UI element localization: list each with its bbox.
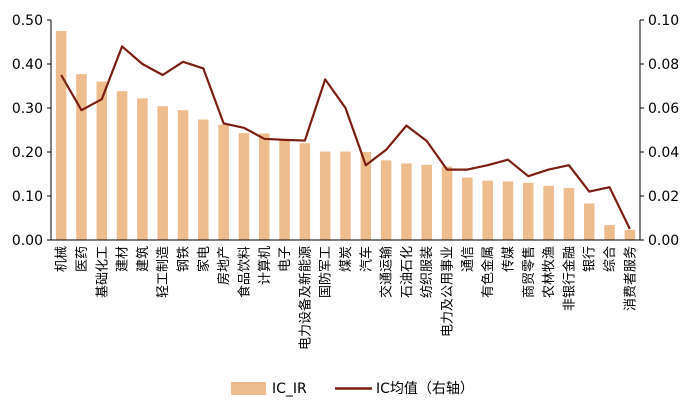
left-tick-label: 0.50 [12,13,43,29]
bar-series-ic-ir [55,31,636,241]
bar-煤炭 [340,151,351,240]
category-label: 医药 [75,246,90,272]
left-tick-label: 0.40 [12,57,43,73]
left-tick-label: 0.30 [12,101,43,117]
bar-机械 [55,31,67,240]
right-axis-ticks: 0.00 0.02 0.04 0.06 0.08 0.10 [640,13,679,249]
category-label: 轻工制造 [156,246,171,298]
bar-轻工制造 [157,106,168,241]
category-label: 计算机 [258,246,273,285]
category-label: 基础化工 [95,246,110,298]
right-tick-label: 0.08 [648,57,679,73]
bar-家电 [198,119,209,240]
category-label: 房地产 [216,246,232,285]
bar-房地产 [218,124,229,240]
legend: IC_IR IC均值（右轴） [231,381,474,397]
bar-建筑 [137,98,148,240]
bar-交通运输 [380,160,392,240]
category-label: 综合 [603,246,618,272]
bar-汽车 [360,152,372,240]
bar-商贸零售 [523,182,534,240]
legend-bar-swatch [231,382,266,395]
bar-钢铁 [177,110,189,240]
bar-电力设备及新能源 [299,143,311,240]
bar-纺织服装 [421,164,432,240]
category-label: 银行 [583,246,598,272]
bar-国防军工 [319,151,331,240]
right-tick-label: 0.04 [648,145,679,161]
category-label: 商贸零售 [521,246,537,298]
category-label: 消费者服务 [622,246,638,311]
bar-银行 [583,203,595,240]
bar-石油石化 [401,163,412,240]
right-tick-label: 0.06 [648,101,679,117]
legend-bar-label: IC_IR [272,381,307,397]
category-label: 有色金属 [480,246,496,298]
category-label: 煤炭 [339,246,354,272]
category-label: 建筑 [135,246,151,272]
bar-医药 [76,74,87,241]
bar-电力及公用事业 [441,166,453,240]
category-label: 机械 [55,246,70,272]
bar-食品饮料 [238,133,250,240]
category-label: 纺织服装 [420,246,435,298]
category-label: 钢铁 [177,246,192,272]
bar-电子 [279,139,290,240]
category-label: 传媒 [501,246,516,272]
right-tick-label: 0.02 [648,189,679,205]
bar-基础化工 [96,81,108,240]
category-label: 通信 [461,246,476,272]
category-label: 汽车 [358,246,374,272]
left-tick-label: 0.20 [12,145,43,161]
category-labels: 机械 医药 基础化工 建材 建筑 轻工制造 钢铁 家电 房地产 食品饮料 计算机 电子 电力设备及新能源… [55,246,639,350]
bar-消费者服务 [624,229,636,240]
bar-传媒 [502,181,514,240]
category-label: 食品饮料 [236,246,252,298]
legend-line-label: IC均值（右轴） [376,381,474,397]
right-tick-label: 0.00 [648,233,679,249]
category-label: 农林牧渔 [542,246,557,298]
bar-综合 [604,225,615,240]
category-label: 电力及公用事业 [441,246,456,337]
axes [50,20,641,241]
bar-农林牧渔 [543,185,554,240]
bar-计算机 [259,133,270,240]
category-label: 电力设备及新能源 [297,246,313,350]
category-label: 石油石化 [400,246,415,298]
line-series-ic-mean [60,45,631,230]
category-label: 电子 [278,246,293,272]
left-tick-label: 0.10 [12,189,43,205]
bar-建材 [116,91,128,240]
bar-通信 [462,177,473,240]
left-axis-ticks: 0.00 0.10 0.20 0.30 0.40 0.50 [12,13,51,249]
right-tick-label: 0.10 [648,13,679,29]
category-label: 交通运输 [379,246,395,298]
bar-有色金属 [482,180,493,240]
category-label: 家电 [196,246,212,272]
category-label: 建材 [116,246,131,272]
left-tick-label: 0.00 [12,233,43,249]
category-label: 国防军工 [318,246,334,298]
category-label: 非银行金融 [561,246,577,311]
ic-mean-line [60,45,631,230]
bar-非银行金融 [563,188,575,240]
